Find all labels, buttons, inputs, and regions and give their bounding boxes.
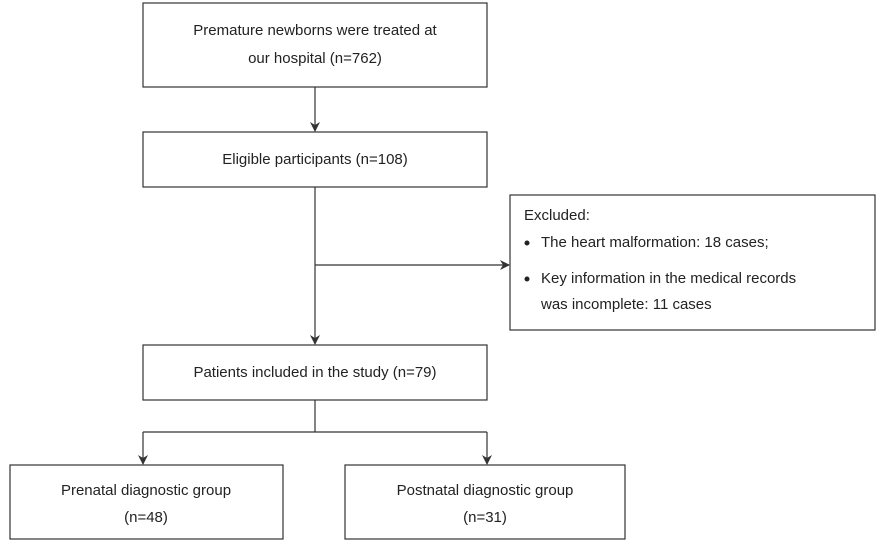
- box: [344, 464, 626, 540]
- node-text: (n=31): [463, 509, 507, 526]
- excluded-item: was incomplete: 11 cases: [540, 296, 712, 313]
- excluded-title: Excluded:: [524, 207, 590, 224]
- node-text: Postnatal diagnostic group: [397, 482, 574, 499]
- excluded-item: The heart malformation: 18 cases;: [541, 234, 769, 251]
- node-text: (n=48): [124, 509, 168, 526]
- bullet: [524, 276, 530, 282]
- node-text: Prenatal diagnostic group: [61, 482, 231, 499]
- box: [509, 194, 876, 331]
- box: [142, 344, 488, 401]
- box: [142, 131, 488, 188]
- node-text: Patients included in the study (n=79): [193, 364, 436, 381]
- box: [142, 2, 488, 88]
- node-text: our hospital (n=762): [248, 50, 382, 67]
- node-text: Premature newborns were treated at: [193, 22, 437, 39]
- box: [9, 464, 284, 540]
- bullet: [524, 240, 530, 246]
- node-text: Eligible participants (n=108): [222, 151, 408, 168]
- excluded-item: Key information in the medical records: [541, 270, 796, 287]
